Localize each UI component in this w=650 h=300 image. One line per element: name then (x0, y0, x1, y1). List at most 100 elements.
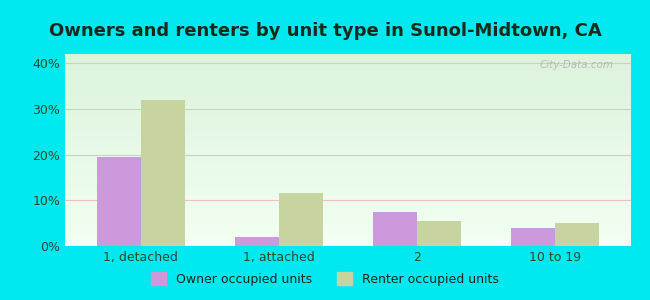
Bar (65, 60, 630, 62)
Bar (65, 209, 630, 211)
Bar (65, 136, 630, 139)
Bar (65, 156, 630, 158)
Bar (510, 228, 554, 246)
Bar (65, 131, 630, 133)
Bar (65, 169, 630, 171)
Bar (65, 192, 630, 194)
Bar (65, 96, 630, 98)
Bar (235, 237, 279, 246)
Bar (65, 83, 630, 85)
Bar (65, 108, 630, 110)
Bar (65, 165, 630, 167)
Bar (65, 206, 630, 208)
Bar (65, 91, 630, 92)
Bar (65, 104, 630, 106)
Bar (65, 127, 630, 129)
Bar (65, 219, 630, 221)
Bar (65, 123, 630, 125)
Bar (65, 208, 630, 209)
Bar (65, 158, 630, 160)
Bar (65, 144, 630, 146)
Bar (65, 196, 630, 198)
Bar (65, 161, 630, 164)
Bar (372, 212, 417, 246)
Bar (65, 190, 630, 192)
Bar (65, 71, 630, 73)
Bar (65, 77, 630, 79)
Bar (97, 157, 141, 246)
Bar (65, 119, 630, 121)
Bar (65, 225, 630, 227)
Bar (65, 235, 630, 236)
Bar (65, 183, 630, 184)
Bar (65, 62, 630, 64)
Bar (65, 112, 630, 113)
Bar (65, 229, 630, 231)
Bar (65, 181, 630, 183)
Bar (65, 94, 630, 96)
Bar (65, 238, 630, 240)
Bar (65, 139, 630, 140)
Bar (65, 236, 630, 238)
Bar (65, 175, 630, 177)
Bar (65, 58, 630, 60)
Bar (417, 221, 461, 246)
Bar (65, 244, 630, 246)
Bar (65, 187, 630, 188)
Bar (65, 65, 630, 68)
Bar (65, 242, 630, 244)
Bar (65, 135, 630, 137)
Bar (65, 85, 630, 87)
Bar (65, 173, 630, 175)
Bar (65, 202, 630, 204)
Bar (65, 79, 630, 81)
Bar (65, 152, 630, 154)
Bar (65, 164, 630, 165)
Bar (65, 194, 630, 196)
Bar (65, 88, 630, 91)
Bar (65, 212, 630, 213)
Bar (65, 113, 630, 116)
Bar (65, 133, 630, 135)
Bar (65, 75, 630, 77)
Bar (65, 223, 630, 225)
Bar (65, 154, 630, 156)
Text: Owners and renters by unit type in Sunol-Midtown, CA: Owners and renters by unit type in Sunol… (49, 22, 601, 40)
Bar (65, 150, 630, 152)
Bar (65, 117, 630, 119)
Bar (65, 54, 630, 56)
Bar (65, 140, 630, 142)
Bar (65, 106, 630, 108)
Bar (65, 121, 630, 123)
Bar (65, 56, 630, 58)
Bar (65, 215, 630, 217)
Bar (279, 194, 323, 246)
Bar (65, 146, 630, 148)
Legend: Owner occupied units, Renter occupied units: Owner occupied units, Renter occupied un… (146, 267, 504, 291)
Bar (65, 102, 630, 104)
Bar (65, 92, 630, 94)
Bar (65, 142, 630, 144)
Bar (65, 87, 630, 88)
Bar (65, 69, 630, 71)
Bar (65, 200, 630, 202)
Bar (141, 100, 185, 246)
Bar (65, 116, 630, 117)
Bar (65, 68, 630, 69)
Bar (65, 217, 630, 219)
Text: City-Data.com: City-Data.com (540, 60, 614, 70)
Bar (65, 167, 630, 169)
Bar (65, 81, 630, 83)
Bar (65, 232, 630, 235)
Bar (65, 231, 630, 233)
Bar (65, 73, 630, 75)
Bar (65, 227, 630, 229)
Bar (65, 129, 630, 131)
Bar (65, 171, 630, 173)
Bar (65, 240, 630, 242)
Bar (65, 148, 630, 150)
Bar (65, 188, 630, 190)
Bar (65, 98, 630, 100)
Bar (65, 100, 630, 102)
Bar (65, 184, 630, 187)
